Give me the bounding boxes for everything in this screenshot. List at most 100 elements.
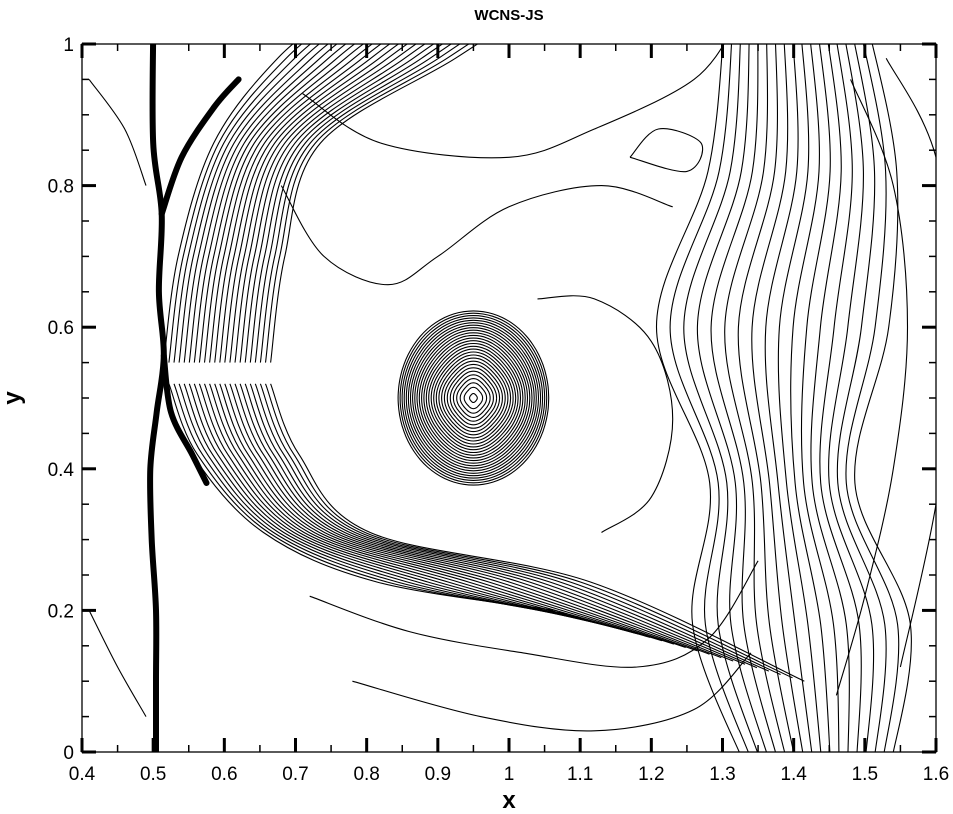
lower-wave-contour [239, 383, 734, 662]
x-tick-label: 0.5 [140, 764, 166, 785]
upper-wave-contour [264, 44, 470, 363]
vortex-contour [401, 315, 546, 481]
vortex-contour [443, 363, 503, 433]
shock-branch-upper [158, 76, 242, 217]
lower-wave-contour [224, 383, 698, 652]
x-tick-label: 0.8 [353, 764, 379, 785]
background-contour [835, 79, 909, 696]
lower-wave-contour [168, 383, 568, 615]
x-tick-label: 0.4 [69, 764, 96, 785]
upper-wave-contour [234, 44, 417, 363]
lower-wave-contour [219, 383, 686, 649]
background-contour [88, 610, 147, 717]
vortex-contour [446, 367, 501, 429]
vortex-contour [414, 329, 533, 467]
vortex-contour [403, 317, 544, 479]
x-axis-title: x [502, 787, 516, 814]
vortex-contour [433, 351, 514, 445]
vortex-contour [407, 322, 540, 474]
secondary-front-contour [751, 44, 804, 752]
lower-wave-contour [270, 383, 805, 682]
upper-wave-contour [249, 44, 444, 363]
vortex-contour [412, 327, 535, 469]
upper-wave-contour [214, 44, 382, 363]
vortex-contour [399, 312, 548, 484]
upper-wave-contour [163, 44, 294, 363]
secondary-front-contour [724, 44, 786, 752]
vortex-contour [452, 374, 494, 422]
upper-wave-contour [203, 44, 365, 363]
vortex-contour [416, 332, 531, 464]
vortex-contour [435, 354, 512, 442]
vortex-contour [438, 357, 509, 439]
y-tick-label: 0.6 [48, 318, 74, 339]
vortex-contour [459, 382, 488, 414]
lower-wave-contour [234, 383, 722, 659]
lower-wave-contour [244, 383, 746, 665]
vortex-contour [463, 386, 484, 410]
lower-wave-contour [173, 383, 580, 618]
vortex-contour [421, 337, 526, 459]
x-tick-label: 1.2 [638, 764, 664, 785]
y-axis-title: y [0, 391, 26, 405]
vortex-contour [423, 340, 524, 456]
vortex-contour [397, 310, 550, 486]
upper-wave-contour [209, 44, 373, 363]
x-tick-label: 0.9 [425, 764, 451, 785]
upper-wave-contour [229, 44, 409, 363]
background-contour [885, 57, 936, 668]
upper-wave-contour [173, 44, 312, 363]
plot-area [88, 44, 936, 752]
vortex-contour [428, 345, 519, 451]
y-axis: 0 0.2 0.4 0.6 0.8 1 [48, 35, 936, 764]
lower-wave-contour [183, 383, 603, 625]
upper-wave-contour [193, 44, 347, 363]
lower-wave-contour [264, 383, 793, 679]
vortex-contour [441, 360, 506, 436]
y-tick-label: 0 [63, 743, 74, 764]
lower-wave-contour [163, 383, 556, 611]
vortex-contour [456, 378, 491, 418]
vortex-contour [469, 392, 478, 404]
secondary-front-contour [790, 44, 831, 752]
x-tick-label: 0.7 [282, 764, 308, 785]
background-contour [302, 44, 725, 159]
lower-wave-contour [254, 383, 770, 672]
x-tick-label: 1.1 [567, 764, 593, 785]
background-contour [629, 128, 704, 173]
lower-wave-contour [214, 383, 675, 645]
upper-wave-contour [219, 44, 391, 363]
x-axis: 0.4 0.5 0.6 0.7 0.8 0.9 1 1.1 1.2 1.3 1.4 1.5 1.6 [69, 44, 949, 785]
background-contour [309, 560, 759, 668]
lower-wave-contour [249, 383, 758, 669]
lower-wave-contour [229, 383, 710, 655]
vortex-contour [418, 334, 529, 462]
upper-wave-contour [259, 44, 461, 363]
secondary-front-contour [854, 44, 912, 752]
secondary-front-contour [710, 44, 777, 752]
secondary-front-contour [810, 44, 850, 752]
secondary-front-contour [737, 44, 795, 752]
x-tick-label: 1.5 [852, 764, 878, 785]
upper-wave-contour [244, 44, 435, 363]
secondary-front-contour [683, 44, 759, 752]
background-contour [88, 79, 147, 186]
lower-wave-contour [178, 383, 591, 622]
chart-title: WCNS-JS [474, 7, 543, 24]
lower-wave-contour [259, 383, 781, 676]
vortex-contour [449, 370, 498, 426]
vortex-contour [409, 324, 537, 472]
upper-wave-contour [168, 44, 303, 363]
background-contour [352, 652, 752, 732]
shock-line [147, 44, 167, 752]
lower-wave-contour [188, 383, 615, 628]
upper-wave-contour [178, 44, 321, 363]
lower-wave-contour [203, 383, 651, 638]
upper-wave-contour [188, 44, 338, 363]
upper-wave-contour [198, 44, 356, 363]
upper-wave-contour [224, 44, 400, 363]
secondary-front-contour [777, 44, 822, 752]
y-tick-label: 0.2 [48, 601, 74, 622]
secondary-front-contour [828, 44, 875, 752]
